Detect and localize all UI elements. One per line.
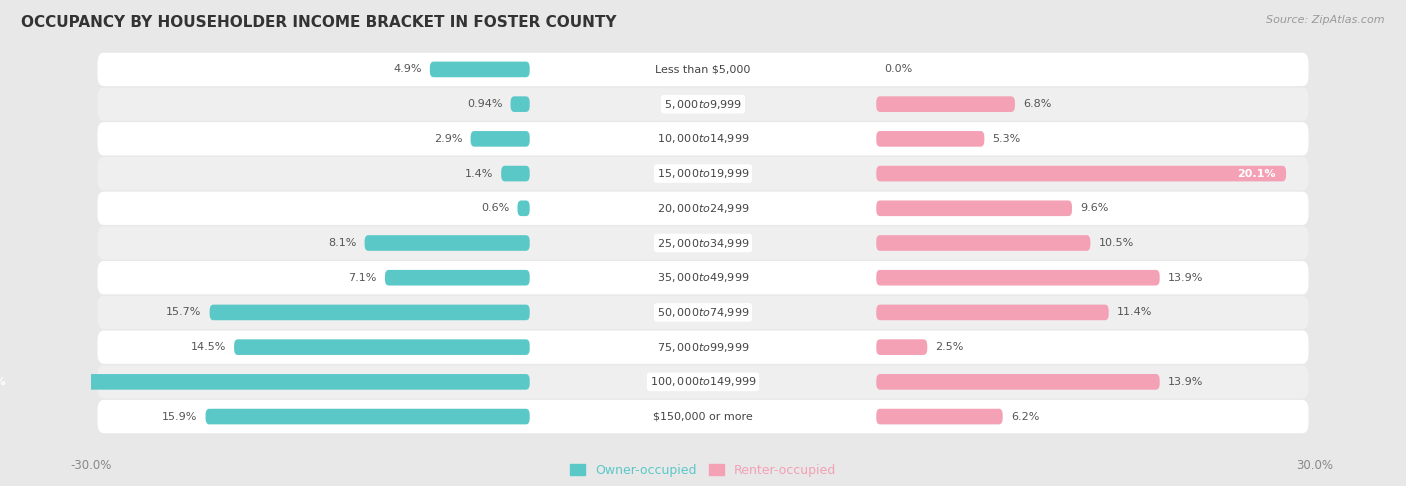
Text: -30.0%: -30.0% — [70, 459, 112, 472]
FancyBboxPatch shape — [501, 166, 530, 181]
FancyBboxPatch shape — [876, 235, 1091, 251]
FancyBboxPatch shape — [97, 400, 1309, 433]
FancyBboxPatch shape — [471, 131, 530, 147]
FancyBboxPatch shape — [97, 296, 1309, 329]
Text: 5.3%: 5.3% — [993, 134, 1021, 144]
Text: $5,000 to $9,999: $5,000 to $9,999 — [664, 98, 742, 111]
Text: 8.1%: 8.1% — [328, 238, 357, 248]
FancyBboxPatch shape — [876, 339, 928, 355]
Text: Source: ZipAtlas.com: Source: ZipAtlas.com — [1267, 15, 1385, 25]
Text: OCCUPANCY BY HOUSEHOLDER INCOME BRACKET IN FOSTER COUNTY: OCCUPANCY BY HOUSEHOLDER INCOME BRACKET … — [21, 15, 617, 30]
Text: 1.4%: 1.4% — [464, 169, 494, 178]
Text: $15,000 to $19,999: $15,000 to $19,999 — [657, 167, 749, 180]
Text: 0.0%: 0.0% — [884, 65, 912, 74]
Text: $20,000 to $24,999: $20,000 to $24,999 — [657, 202, 749, 215]
Text: 7.1%: 7.1% — [349, 273, 377, 283]
FancyBboxPatch shape — [205, 409, 530, 424]
Text: Less than $5,000: Less than $5,000 — [655, 65, 751, 74]
FancyBboxPatch shape — [0, 374, 530, 390]
FancyBboxPatch shape — [97, 330, 1309, 364]
FancyBboxPatch shape — [97, 261, 1309, 295]
Text: $50,000 to $74,999: $50,000 to $74,999 — [657, 306, 749, 319]
FancyBboxPatch shape — [364, 235, 530, 251]
FancyBboxPatch shape — [876, 200, 1071, 216]
Text: 9.6%: 9.6% — [1080, 203, 1108, 213]
Text: $25,000 to $34,999: $25,000 to $34,999 — [657, 237, 749, 249]
Text: $35,000 to $49,999: $35,000 to $49,999 — [657, 271, 749, 284]
Text: 10.5%: 10.5% — [1098, 238, 1133, 248]
Legend: Owner-occupied, Renter-occupied: Owner-occupied, Renter-occupied — [565, 459, 841, 482]
FancyBboxPatch shape — [876, 270, 1160, 286]
Text: 0.94%: 0.94% — [467, 99, 502, 109]
Text: $100,000 to $149,999: $100,000 to $149,999 — [650, 375, 756, 388]
Text: $150,000 or more: $150,000 or more — [654, 412, 752, 421]
FancyBboxPatch shape — [517, 200, 530, 216]
FancyBboxPatch shape — [510, 96, 530, 112]
FancyBboxPatch shape — [876, 409, 1002, 424]
Text: 28.1%: 28.1% — [0, 377, 6, 387]
FancyBboxPatch shape — [876, 305, 1109, 320]
Text: 6.2%: 6.2% — [1011, 412, 1039, 421]
FancyBboxPatch shape — [876, 96, 1015, 112]
Text: 14.5%: 14.5% — [191, 342, 226, 352]
FancyBboxPatch shape — [876, 374, 1160, 390]
Text: 15.7%: 15.7% — [166, 308, 201, 317]
Text: 13.9%: 13.9% — [1168, 273, 1204, 283]
Text: 6.8%: 6.8% — [1024, 99, 1052, 109]
Text: 15.9%: 15.9% — [162, 412, 197, 421]
FancyBboxPatch shape — [97, 226, 1309, 260]
FancyBboxPatch shape — [209, 305, 530, 320]
Text: 13.9%: 13.9% — [1168, 377, 1204, 387]
FancyBboxPatch shape — [97, 53, 1309, 86]
FancyBboxPatch shape — [430, 62, 530, 77]
FancyBboxPatch shape — [385, 270, 530, 286]
FancyBboxPatch shape — [233, 339, 530, 355]
Text: $75,000 to $99,999: $75,000 to $99,999 — [657, 341, 749, 354]
Text: 11.4%: 11.4% — [1116, 308, 1153, 317]
Text: 2.5%: 2.5% — [935, 342, 963, 352]
Text: 2.9%: 2.9% — [434, 134, 463, 144]
FancyBboxPatch shape — [97, 191, 1309, 225]
Text: 30.0%: 30.0% — [1296, 459, 1333, 472]
FancyBboxPatch shape — [876, 131, 984, 147]
FancyBboxPatch shape — [97, 157, 1309, 190]
FancyBboxPatch shape — [97, 122, 1309, 156]
FancyBboxPatch shape — [97, 87, 1309, 121]
Text: 0.6%: 0.6% — [481, 203, 509, 213]
FancyBboxPatch shape — [876, 166, 1286, 181]
Text: 20.1%: 20.1% — [1237, 169, 1275, 178]
Text: $10,000 to $14,999: $10,000 to $14,999 — [657, 132, 749, 145]
FancyBboxPatch shape — [97, 365, 1309, 399]
Text: 4.9%: 4.9% — [394, 65, 422, 74]
